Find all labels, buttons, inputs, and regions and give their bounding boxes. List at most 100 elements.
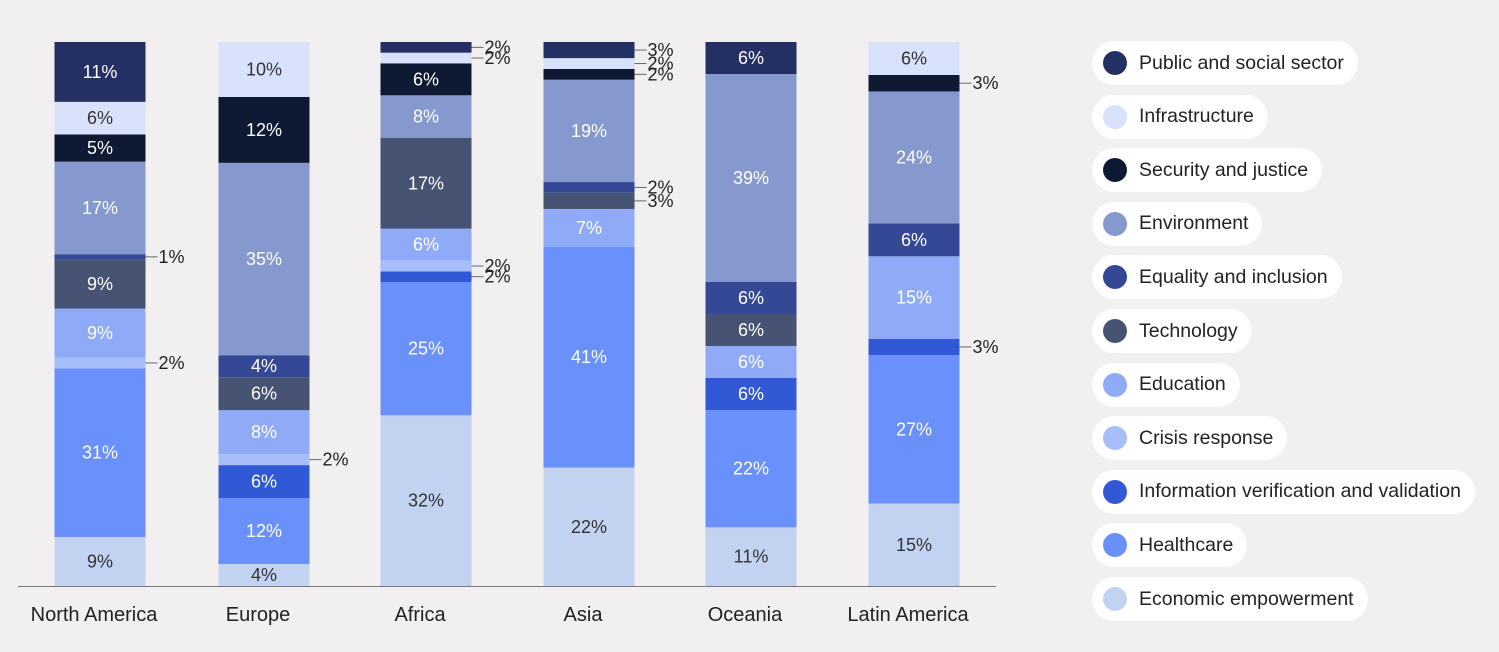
- data-label: 22%: [571, 517, 607, 537]
- data-label: 27%: [896, 419, 932, 439]
- data-label: 6%: [738, 384, 764, 404]
- data-label: 22%: [733, 459, 769, 479]
- data-label: 12%: [246, 521, 282, 541]
- bar-segment-africa-public-and-social-sector: [380, 42, 472, 53]
- legend-item-healthcare: Healthcare: [1092, 523, 1248, 568]
- legend-item-public-and-social-sector: Public and social sector: [1092, 41, 1358, 85]
- data-label: 9%: [87, 552, 113, 572]
- data-label-callout: 2%: [648, 177, 674, 197]
- bar-segment-north-america-technology: [54, 259, 146, 309]
- bar-segment-latin-america-information-verification-and-validation: [868, 338, 960, 356]
- data-label: 6%: [901, 48, 927, 68]
- data-label: 9%: [87, 274, 113, 294]
- bar-segment-africa-crisis-response: [380, 260, 472, 272]
- data-label: 24%: [896, 147, 932, 167]
- legend-item-information-verification-and-validation: Information verification and validation: [1092, 469, 1475, 514]
- bar-segment-europe-information-verification-and-validation: [218, 465, 310, 499]
- bar-segment-europe-infrastructure: [218, 42, 310, 97]
- bar-segment-north-america-environment: [54, 161, 146, 255]
- data-label-callout: 2%: [648, 54, 674, 74]
- bar-segment-oceania-public-and-social-sector: [705, 42, 797, 74]
- bar-segment-africa-economic-empowerment: [380, 415, 472, 586]
- bar-segment-oceania-economic-empowerment: [705, 527, 797, 586]
- legend-label: Economic empowerment: [1139, 587, 1354, 610]
- bar-segment-asia-security-and-justice: [543, 68, 635, 80]
- bar-segment-africa-information-verification-and-validation: [380, 271, 472, 282]
- data-label: 11%: [734, 547, 769, 567]
- bar-segment-africa-security-and-justice: [380, 63, 472, 96]
- legend-swatch: [1103, 104, 1127, 129]
- bar-segment-latin-america-healthcare: [868, 355, 960, 504]
- x-axis-labels: North America Europe Africa Asia Oceania Lati…: [31, 604, 970, 626]
- data-label: 6%: [738, 352, 764, 372]
- bar-segment-europe-equality-and-inclusion: [218, 355, 310, 378]
- x-tick-label: Europe: [226, 604, 291, 626]
- bar-segment-oceania-equality-and-inclusion: [705, 282, 797, 314]
- data-label: 6%: [901, 230, 927, 250]
- bar-segment-europe-technology: [218, 377, 310, 411]
- data-label: 17%: [82, 198, 118, 218]
- bar-segment-asia-economic-empowerment: [543, 467, 635, 586]
- bar-segment-europe-crisis-response: [218, 454, 310, 466]
- bar-segment-asia-equality-and-inclusion: [543, 182, 635, 193]
- data-label: 17%: [408, 173, 444, 193]
- bar-segment-oceania-environment: [705, 74, 797, 282]
- bar-segment-north-america-public-and-social-sector: [54, 42, 146, 102]
- data-label-callout: 3%: [648, 40, 674, 60]
- legend-label: Public and social sector: [1139, 51, 1344, 74]
- bar-segment-europe-economic-empowerment: [218, 564, 310, 586]
- legend-item-crisis-response: Crisis response: [1092, 416, 1288, 461]
- legend-swatch: [1103, 587, 1127, 611]
- bars-layer: 9% 31% 2% 9% 9% 1% 17% 5% 6% 11% 4% 12% 6% 2% 8% 6% 4% 35…: [54, 37, 999, 586]
- legend-swatch: [1103, 319, 1127, 343]
- bar-segment-north-america-crisis-response: [54, 357, 146, 369]
- legend-item-economic-empowerment: Economic empowerment: [1092, 577, 1368, 621]
- legend-label: Infrastructure: [1139, 105, 1254, 128]
- data-label: 6%: [738, 48, 764, 68]
- legend-item-technology: Technology: [1092, 309, 1252, 353]
- legend-label: Crisis response: [1139, 426, 1274, 449]
- bar-segment-oceania-healthcare: [705, 410, 797, 528]
- data-label-callout: 1%: [159, 247, 185, 267]
- bar-segment-latin-america-equality-and-inclusion: [868, 223, 960, 257]
- legend-swatch: [1103, 211, 1127, 236]
- data-label: 8%: [251, 422, 277, 442]
- bar-segment-africa-environment: [380, 95, 472, 138]
- bar-segment-asia-education: [543, 208, 635, 247]
- data-label: 6%: [87, 108, 113, 128]
- data-label: 19%: [571, 121, 607, 141]
- bar-segment-asia-environment: [543, 79, 635, 183]
- data-label-callout: 2%: [323, 450, 349, 470]
- bar-segment-north-america-education: [54, 308, 146, 358]
- data-label: 9%: [87, 323, 113, 343]
- data-label: 6%: [251, 472, 277, 492]
- data-label-callout: 3%: [648, 191, 674, 211]
- data-label: 6%: [413, 235, 439, 255]
- bar-segment-north-america-equality-and-inclusion: [54, 254, 146, 260]
- legend-item-security-and-justice: Security and justice: [1092, 148, 1323, 193]
- bar-segment-europe-healthcare: [218, 498, 310, 565]
- data-label: 15%: [896, 535, 932, 555]
- legend-item-education: Education: [1092, 362, 1240, 407]
- legend-swatch: [1103, 479, 1127, 504]
- legend-item-equality-and-inclusion: Equality and inclusion: [1092, 255, 1342, 300]
- bar-segment-africa-technology: [380, 138, 472, 229]
- legend-label: Education: [1139, 373, 1226, 396]
- x-tick-label: North America: [31, 604, 159, 626]
- data-label: 41%: [571, 347, 607, 367]
- data-label: 25%: [408, 339, 444, 359]
- bar-segment-africa-education: [380, 228, 472, 261]
- data-label-callout: 2%: [485, 256, 511, 276]
- x-tick-label: Asia: [564, 604, 604, 626]
- legend-swatch: [1103, 265, 1127, 290]
- bar-segment-north-america-infrastructure: [54, 101, 146, 135]
- bar-segment-oceania-information-verification-and-validation: [705, 378, 797, 410]
- data-label: 11%: [83, 62, 118, 82]
- legend-label: Environment: [1139, 212, 1249, 235]
- data-label: 12%: [246, 120, 282, 140]
- legend-swatch: [1103, 426, 1127, 451]
- legend-label: Information verification and validation: [1139, 480, 1461, 503]
- data-label: 35%: [246, 249, 282, 269]
- data-label: 39%: [733, 168, 769, 188]
- bar-segment-europe-security-and-justice: [218, 96, 310, 163]
